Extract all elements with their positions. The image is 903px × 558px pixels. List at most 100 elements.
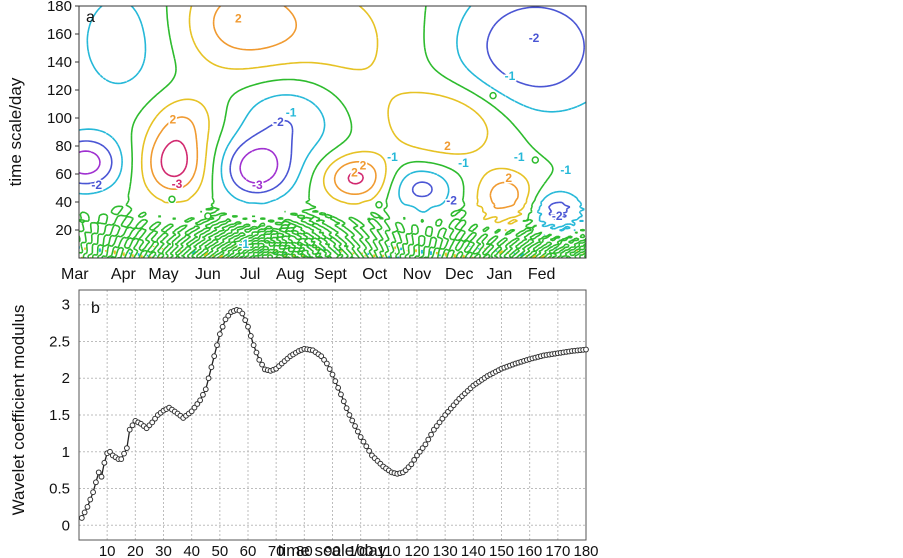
data-point bbox=[428, 431, 434, 438]
contour-level-label: -1 bbox=[560, 163, 571, 177]
data-point bbox=[123, 445, 130, 451]
data-point bbox=[194, 401, 201, 407]
contour-level-label: -1 bbox=[286, 105, 297, 119]
contour-y-tick-label: 40 bbox=[55, 194, 72, 211]
data-point bbox=[118, 456, 125, 463]
data-point bbox=[329, 371, 336, 378]
contour-marker bbox=[489, 91, 497, 100]
month-label: Sept bbox=[314, 266, 347, 283]
data-point bbox=[216, 331, 223, 338]
x-tick-label: 170 bbox=[545, 543, 570, 558]
contour-marker bbox=[375, 201, 383, 209]
data-point bbox=[101, 459, 108, 466]
x-tick-label: 60 bbox=[240, 543, 257, 558]
contour-level-label: -1 bbox=[514, 150, 525, 164]
contour-level-label: 2 bbox=[444, 139, 451, 153]
x-tick-label: 90 bbox=[324, 543, 341, 558]
panel-label-b: b bbox=[91, 300, 100, 317]
month-label: Oct bbox=[362, 266, 387, 283]
data-point bbox=[208, 364, 215, 371]
data-point bbox=[152, 415, 158, 422]
contour-y-tick-label: 140 bbox=[47, 54, 72, 71]
line-frame bbox=[78, 289, 587, 541]
contour-level-label: -2 bbox=[529, 31, 540, 45]
month-label: Dec bbox=[445, 266, 473, 283]
contour-level-label: 2 bbox=[351, 166, 358, 180]
x-tick-label: 80 bbox=[296, 543, 313, 558]
data-point bbox=[332, 378, 339, 385]
line-y-ticks: 0 0.5 1 1.5 2 2.5 3 bbox=[49, 297, 70, 535]
contour-frame bbox=[78, 5, 587, 259]
x-tick-label: 70 bbox=[268, 543, 285, 558]
data-point bbox=[349, 417, 356, 424]
contour-y-tick-label: 20 bbox=[55, 222, 72, 239]
contour-level-line bbox=[160, 139, 364, 185]
data-point bbox=[256, 356, 263, 363]
data-point bbox=[225, 312, 232, 319]
line-grid bbox=[79, 290, 586, 540]
panel-label-a: a bbox=[86, 9, 95, 26]
data-point bbox=[343, 405, 350, 412]
data-point bbox=[197, 397, 204, 404]
data-point bbox=[433, 423, 440, 429]
contour-level-label: -2 bbox=[273, 115, 284, 129]
y-tick-label: 2.5 bbox=[49, 333, 70, 350]
y-tick-label: 0.5 bbox=[49, 481, 70, 498]
data-point bbox=[219, 323, 226, 330]
contour-y-tick-label: 60 bbox=[55, 166, 72, 183]
contour-level-line bbox=[79, 6, 585, 220]
data-point bbox=[202, 386, 209, 393]
data-point bbox=[107, 448, 113, 455]
line-x-axis-label: time scale/day bbox=[278, 541, 387, 558]
data-point bbox=[326, 366, 333, 372]
data-point bbox=[126, 426, 133, 433]
contour-lines bbox=[79, 6, 586, 258]
x-tick-label: 50 bbox=[211, 543, 228, 558]
data-point bbox=[425, 436, 432, 443]
y-tick-label: 1 bbox=[62, 444, 70, 461]
data-point bbox=[411, 456, 418, 463]
contour-level-line bbox=[150, 6, 519, 210]
data-point bbox=[352, 423, 358, 429]
contour-marker bbox=[168, 195, 176, 203]
month-label: Jun bbox=[195, 266, 221, 283]
x-tick-label: 150 bbox=[489, 543, 514, 558]
contour-level-label: -1 bbox=[458, 156, 469, 170]
contour-y-tick-label: 160 bbox=[47, 26, 72, 43]
data-point bbox=[408, 461, 415, 468]
data-point bbox=[93, 479, 99, 486]
modulus-markers bbox=[78, 306, 589, 521]
data-point bbox=[354, 428, 361, 435]
data-point bbox=[259, 361, 265, 368]
data-point bbox=[414, 452, 420, 459]
data-point bbox=[250, 342, 257, 349]
month-label: Jan bbox=[486, 266, 512, 283]
data-point bbox=[335, 384, 342, 391]
data-point bbox=[346, 412, 353, 418]
line-panel: 0 0.5 1 1.5 2 2.5 3 10 20 30 40 50 60 70 80 90 100 110 12… bbox=[9, 289, 599, 558]
data-point bbox=[431, 426, 437, 433]
x-tick-label: 140 bbox=[461, 543, 486, 558]
x-tick-label: 40 bbox=[183, 543, 200, 558]
data-point bbox=[78, 515, 85, 521]
data-point bbox=[205, 375, 212, 382]
data-point bbox=[321, 356, 327, 363]
contour-level-label: 2 bbox=[505, 171, 512, 185]
data-point bbox=[363, 443, 370, 450]
data-point bbox=[214, 342, 220, 349]
data-point bbox=[81, 509, 88, 516]
data-point bbox=[90, 489, 96, 496]
data-point bbox=[318, 353, 325, 360]
data-point bbox=[422, 441, 429, 448]
data-point bbox=[191, 404, 198, 411]
x-tick-label: 10 bbox=[99, 543, 116, 558]
contour-y-tick-label: 120 bbox=[47, 82, 72, 99]
data-point bbox=[149, 419, 156, 426]
contour-y-ticks: 20 40 60 80 100 120 140 160 180 bbox=[47, 0, 79, 239]
y-tick-label: 3 bbox=[62, 297, 70, 314]
data-point bbox=[87, 496, 94, 503]
data-point bbox=[340, 398, 347, 405]
data-point bbox=[338, 391, 344, 398]
